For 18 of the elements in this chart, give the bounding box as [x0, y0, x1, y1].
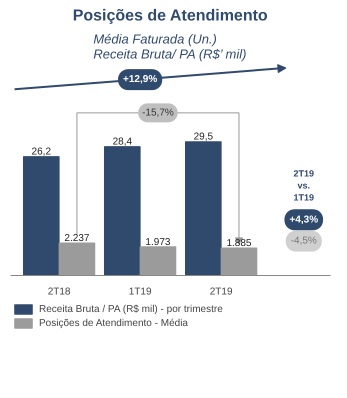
- data-label: 29,5: [194, 132, 214, 143]
- legend-label: Receita Bruta / PA (R$ mil) - por trimestre: [39, 304, 223, 314]
- data-label: 26,2: [32, 146, 52, 158]
- data-label: 1.885: [226, 238, 252, 250]
- text: -15,7%: [142, 107, 174, 118]
- text: +12,9%: [123, 74, 158, 86]
- chart-title: Posições de Atendimento: [72, 8, 268, 24]
- x-tick-label: 2T19: [210, 286, 233, 298]
- legend-label: Posições de Atendimento - Média: [39, 318, 188, 328]
- data-label: 1.973: [145, 236, 171, 248]
- data-label: 2.237: [64, 232, 90, 244]
- annotation: 2T19 vs. 1T19: [294, 168, 314, 203]
- x-tick-label: 1T19: [128, 286, 152, 298]
- annotation: +4,3%: [289, 214, 318, 226]
- x-tick-label: 2T18: [48, 286, 71, 298]
- chart-subtitle: Média Faturada (Un.) Receita Bruta/ PA (R$’ mil): [93, 32, 246, 62]
- data-label: 28,4: [112, 136, 132, 148]
- annotation: -4,5%: [290, 236, 317, 247]
